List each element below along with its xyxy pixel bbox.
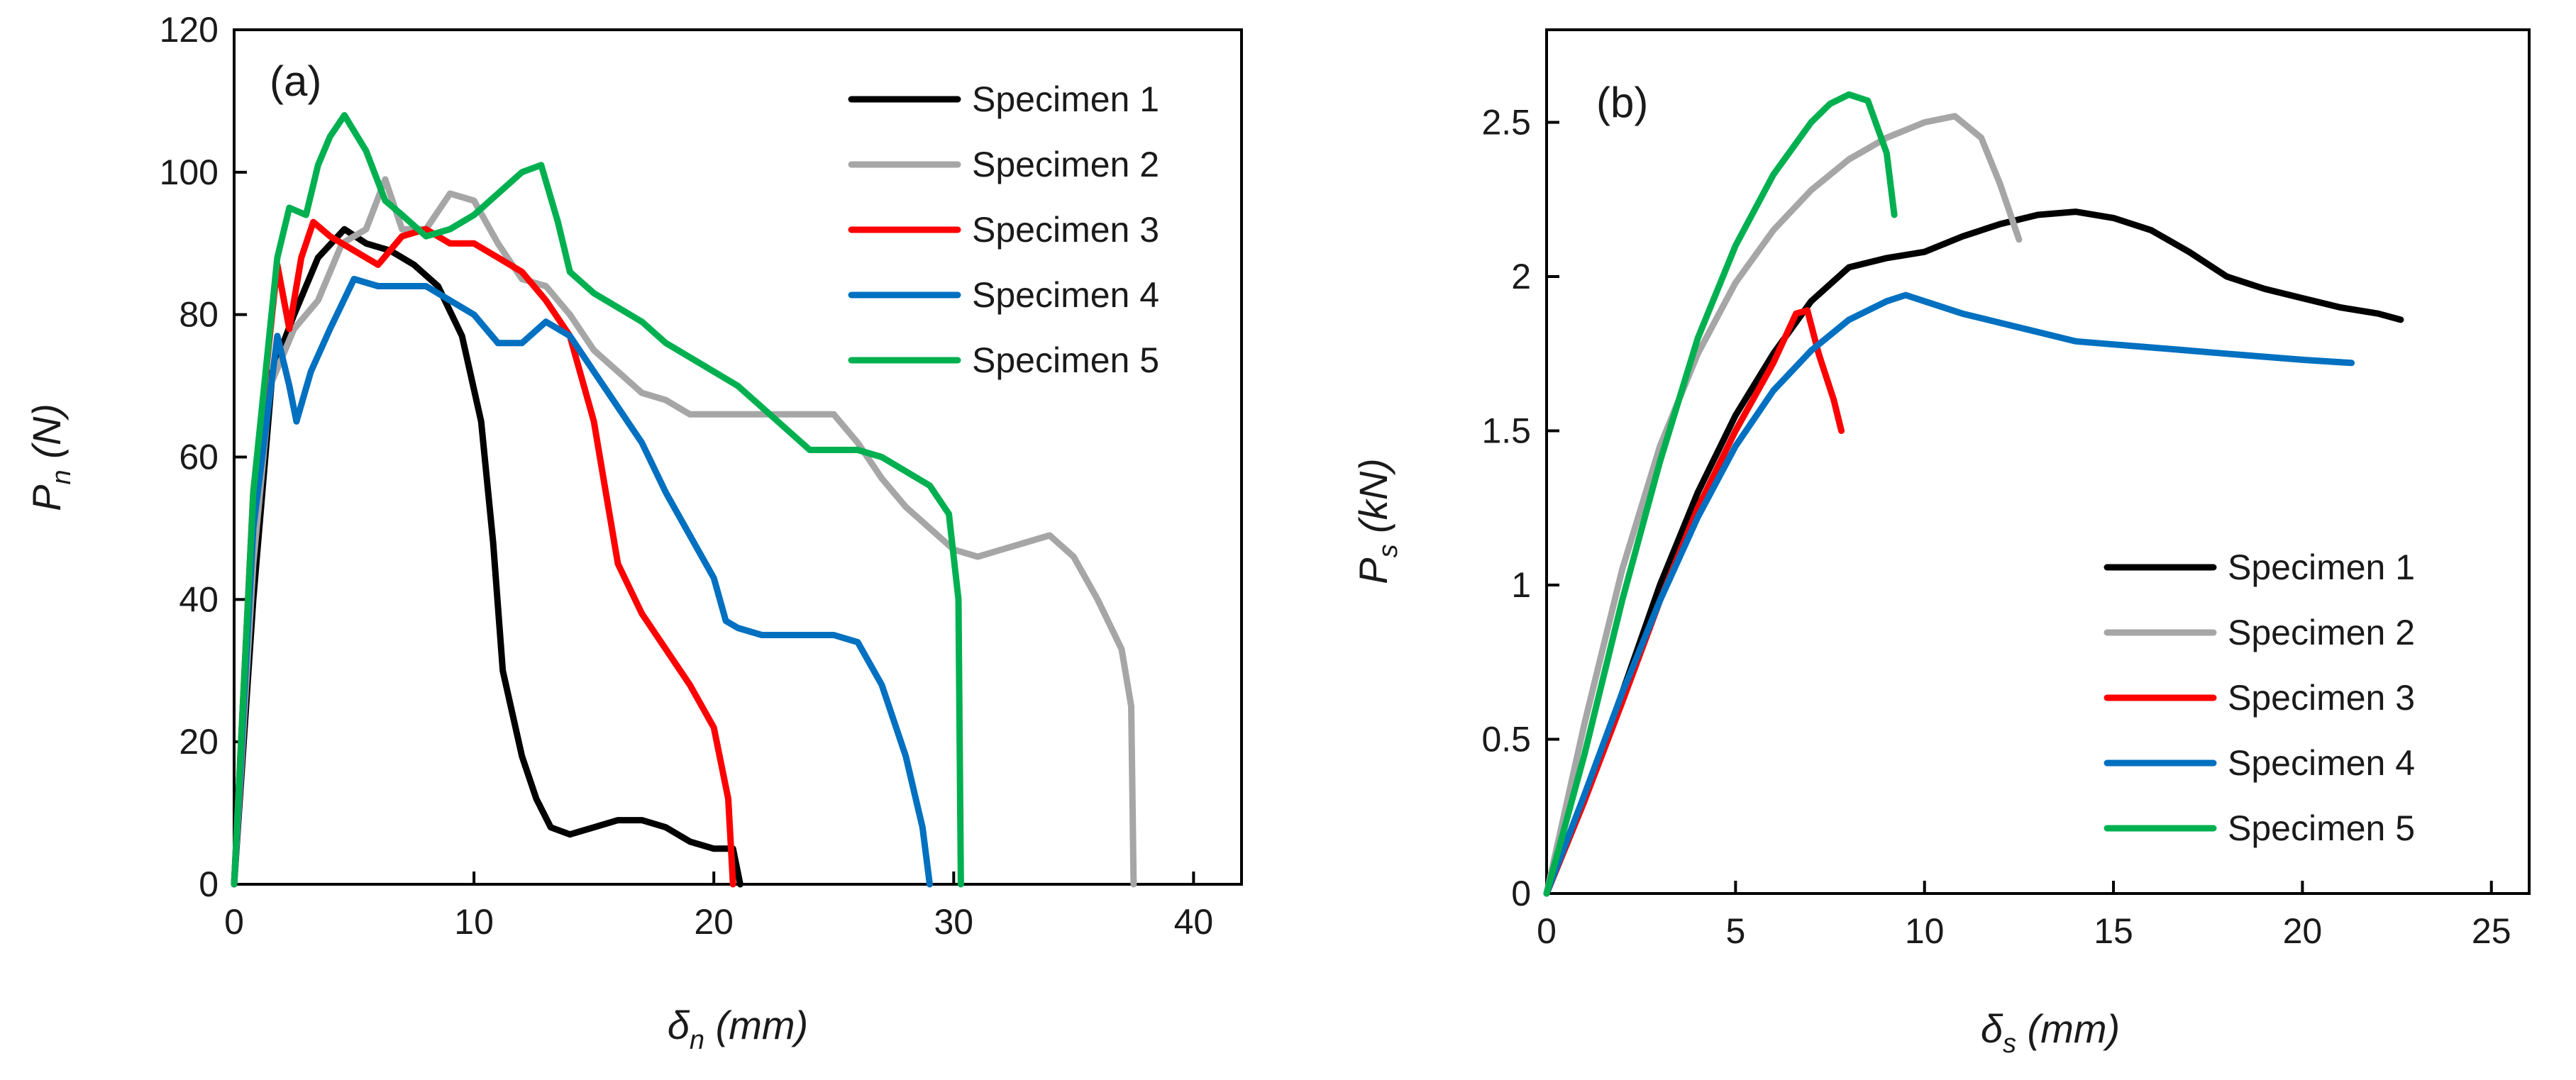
legend-label-specimen-4: Specimen 4: [972, 275, 1159, 315]
y-tick-label: 1.5: [1481, 411, 1531, 451]
y-tick-label: 0: [199, 864, 219, 904]
series-group-b: [1543, 91, 2404, 897]
legend-label-specimen-3: Specimen 3: [2228, 678, 2415, 718]
legend-b: Specimen 1 Specimen 2 Specimen 3 Specimen 4…: [2104, 547, 2415, 848]
series-line-specimen-1: [231, 226, 743, 888]
series-line-specimen-1: [1543, 208, 2404, 897]
series-line-specimen-4: [231, 276, 933, 888]
legend-label-specimen-2: Specimen 2: [972, 145, 1159, 184]
x-tick-label: 10: [454, 902, 494, 942]
series-line-specimen-2: [1543, 113, 2023, 897]
series-line-specimen-3: [1543, 307, 1845, 897]
y-tick-label: 0: [1511, 874, 1531, 913]
series-line-specimen-3: [231, 218, 736, 888]
legend-label-specimen-1: Specimen 1: [972, 79, 1159, 119]
x-ticks-a: 0 10 20 30 40: [224, 872, 1213, 942]
legend-label-specimen-2: Specimen 2: [2228, 613, 2415, 652]
x-axis-label-b: δs (mm): [1981, 1006, 2120, 1059]
chart-panel-b: (b) δs (mm) Ps (kN) 0 5 10 15 20 25 0 0.5 1 1.5 2…: [1351, 28, 2531, 1059]
x-tick-label: 0: [224, 902, 244, 942]
y-tick-label: 2.5: [1481, 103, 1531, 143]
y-tick-label: 0.5: [1481, 720, 1531, 759]
x-tick-label: 25: [2472, 911, 2511, 951]
panel-label-a: (a): [270, 57, 321, 105]
y-ticks-a: 0 20 40 60 80 100 120: [160, 10, 247, 904]
legend-label-specimen-4: Specimen 4: [2228, 743, 2415, 783]
x-tick-label: 20: [2283, 911, 2323, 951]
series-line-specimen-2: [231, 176, 1137, 888]
x-tick-label: 10: [1905, 911, 1945, 951]
plot-frame-b: [1545, 28, 2531, 895]
series-line-specimen-4: [1543, 291, 2355, 897]
chart-panel-a: (a) δn (mm) Pn (N) 0 10 20 30 40 0 20 40 60 80 10…: [24, 10, 1243, 1055]
y-tick-label: 120: [160, 10, 219, 50]
y-tick-label: 80: [179, 295, 219, 335]
y-tick-label: 20: [179, 722, 219, 762]
y-axis-label-b: Ps (kN): [1351, 458, 1403, 584]
x-axis-label-a: δn (mm): [668, 1003, 808, 1055]
x-tick-label: 15: [2094, 911, 2133, 951]
y-tick-label: 1: [1511, 565, 1531, 605]
x-tick-label: 5: [1725, 911, 1745, 951]
panel-label-b: (b): [1596, 79, 1648, 126]
series-line-specimen-5: [1543, 91, 1898, 897]
y-ticks-b: 0 0.5 1 1.5 2 2.5: [1481, 103, 1559, 913]
series-line-specimen-5: [231, 112, 964, 888]
y-tick-label: 40: [179, 579, 219, 619]
x-tick-label: 0: [1537, 911, 1557, 951]
legend-label-specimen-3: Specimen 3: [972, 210, 1159, 250]
x-ticks-b: 0 5 10 15 20 25: [1537, 881, 2511, 951]
y-tick-label: 2: [1511, 257, 1531, 296]
y-tick-label: 60: [179, 438, 219, 477]
legend-label-specimen-5: Specimen 5: [2228, 808, 2415, 848]
x-tick-label: 40: [1174, 902, 1214, 942]
y-axis-label-a: Pn (N): [24, 403, 77, 511]
series-group-a: [231, 112, 1137, 888]
legend-label-specimen-5: Specimen 5: [972, 340, 1159, 380]
x-tick-label: 30: [934, 902, 973, 942]
legend-a: Specimen 1 Specimen 2 Specimen 3 Specimen 4…: [848, 79, 1159, 380]
x-tick-label: 20: [694, 902, 734, 942]
y-tick-label: 100: [160, 152, 219, 192]
legend-label-specimen-1: Specimen 1: [2228, 547, 2415, 587]
